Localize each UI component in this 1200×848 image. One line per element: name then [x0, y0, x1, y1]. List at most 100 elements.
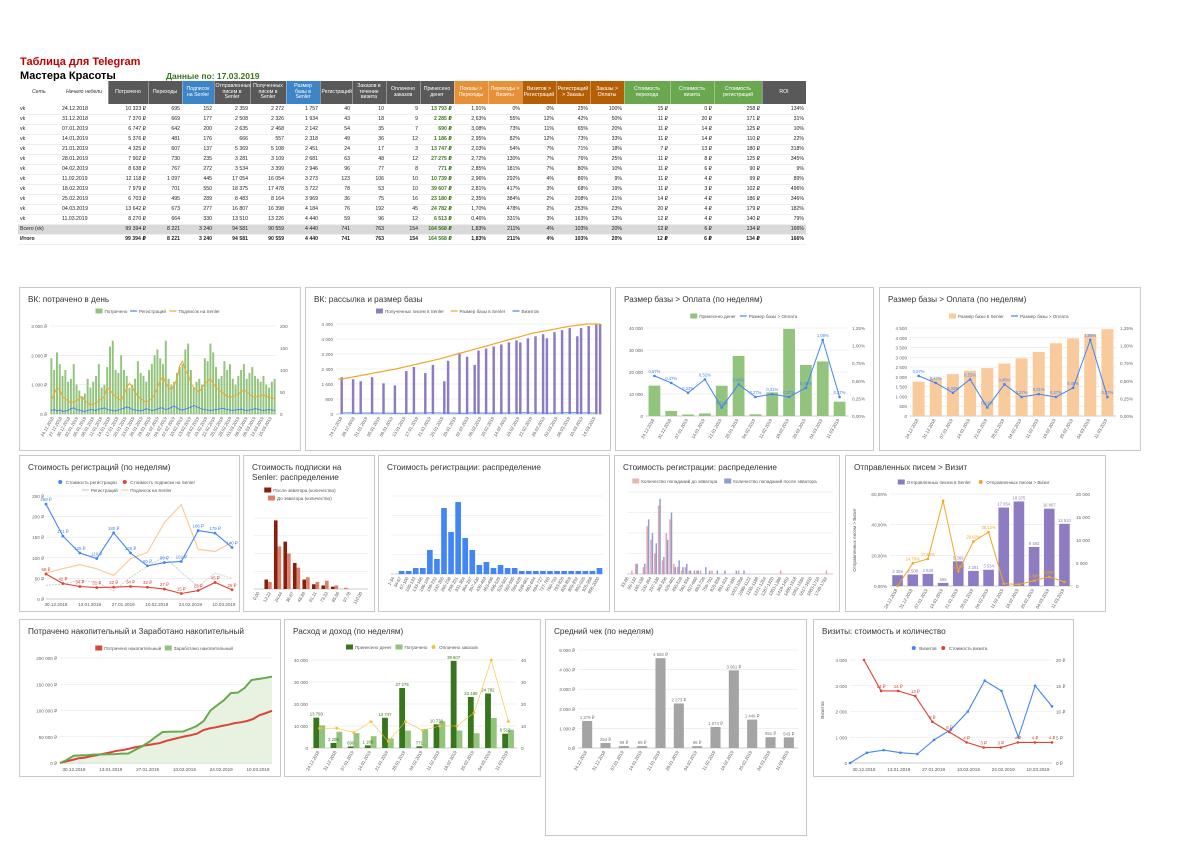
- column-header: Регистраций > Заказы: [556, 81, 591, 104]
- table-cell: 154: [386, 224, 420, 235]
- table-cell: 130%: [488, 154, 522, 165]
- series-line-point: [251, 408, 253, 411]
- axis-tick-label: 0: [521, 746, 524, 751]
- axis-tick-label: 18.02.2019: [1041, 418, 1057, 440]
- chart-visits: Визитов Стоимость визита 0 1 000 2 000 3 000 4…: [820, 646, 1065, 772]
- axis-tick-label: 3 200: [322, 352, 334, 357]
- chart-card-base-payment-size: Размер базы > Оплата (по неделям) Размер…: [879, 287, 1141, 451]
- data-label: 2 635: [923, 568, 934, 573]
- legend-label: Размер базы в Senler: [460, 309, 506, 314]
- chart-title: Стоимость регистраций (по неделям): [28, 463, 171, 472]
- legend-label: Полученных писем в Senler: [385, 309, 444, 314]
- series-line-point: [1050, 741, 1054, 744]
- table-cell: 99 ₽: [714, 174, 762, 185]
- axis-tick-label: 4 000: [836, 658, 848, 663]
- axis-tick-label: 1,00%: [852, 344, 865, 349]
- bar: [405, 571, 412, 574]
- series-line-point: [64, 410, 67, 412]
- bar: [173, 381, 176, 414]
- series-line-point: [1017, 583, 1021, 586]
- axis-tick-label: 0: [330, 412, 333, 417]
- table-cell: 20%: [590, 124, 624, 135]
- series-line-point: [196, 589, 200, 592]
- axis-tick-label: 0,75%: [852, 361, 865, 366]
- legend-swatch: [690, 313, 698, 319]
- axis-tick-label: 500: [899, 404, 907, 409]
- bar: [473, 733, 480, 748]
- table-cell: 14 ₽: [624, 194, 670, 205]
- axis-tick-label: 2 000 ₽: [559, 707, 575, 712]
- table-cell: 3 240: [182, 234, 214, 245]
- data-label: 2 359: [892, 569, 903, 574]
- series-line-point: [220, 407, 223, 409]
- legend-label: Стоимость визита: [949, 646, 988, 651]
- bar: [95, 375, 98, 414]
- axis-tick-label: 13.01.2019: [99, 767, 122, 772]
- series-line-point: [179, 408, 181, 411]
- axis-tick-label: 2 400: [322, 367, 334, 372]
- legend-label: Отправленных писем > Визит: [986, 480, 1050, 485]
- bar: [678, 560, 680, 574]
- table-cell: 103%: [556, 224, 590, 235]
- series-line-point: [95, 557, 99, 560]
- bar: [159, 358, 162, 414]
- table-cell: 4%: [522, 234, 556, 245]
- table-cell: 25%: [590, 154, 624, 165]
- data-label: 27 275: [396, 682, 410, 687]
- bar: [907, 574, 919, 586]
- data-label: 29,02%: [966, 535, 980, 540]
- axis-tick-label: 1 000 ₽: [31, 383, 47, 388]
- column-header: Сеть: [18, 81, 61, 104]
- table-cell: 7%: [522, 154, 556, 165]
- series-line-point: [804, 386, 808, 390]
- data-label: 180 ₽: [108, 526, 120, 531]
- axis-tick-label: 11.03.2019: [494, 750, 509, 772]
- bar: [766, 392, 779, 416]
- table-cell: 12 ₽: [624, 224, 670, 235]
- table-cell: Итого: [18, 234, 60, 245]
- table-cell: 2,95%: [454, 134, 488, 145]
- bar: [195, 381, 198, 414]
- table-cell: 741: [320, 234, 352, 245]
- bar: [477, 350, 480, 414]
- series-line-point: [187, 407, 189, 409]
- bar: [330, 742, 337, 748]
- series-line-point: [153, 409, 156, 411]
- bar: [929, 378, 942, 416]
- table-cell: 7 ₽: [624, 144, 670, 155]
- series-line-point: [151, 409, 153, 412]
- bar: [109, 346, 111, 414]
- table-cell: 1,91%: [454, 104, 488, 115]
- bar: [983, 569, 994, 586]
- data-label: 23 180: [464, 691, 478, 696]
- bar: [587, 326, 590, 414]
- axis-tick-label: 24.12.2018: [573, 750, 589, 772]
- table-cell: 2 142: [286, 124, 320, 135]
- axis-tick-label: 11.02.2019: [989, 588, 1004, 610]
- chart-title: Визиты: стоимость и количество: [822, 627, 946, 636]
- chart-card-base-payment-income: Размер базы > Оплата (по неделям) Принес…: [615, 287, 874, 451]
- bar: [673, 563, 675, 574]
- table-cell: 8 221: [148, 224, 182, 235]
- series-line-point: [259, 409, 262, 411]
- column-header: Заказы > Оплаты: [590, 81, 625, 104]
- series-line-point: [455, 724, 459, 728]
- bar: [553, 332, 556, 414]
- axis-tick-label: 10.03.2019: [1027, 767, 1050, 772]
- data-label: 110 ₽: [91, 552, 102, 557]
- table-cell: 664: [148, 214, 182, 225]
- bar: [53, 370, 56, 414]
- bar: [117, 372, 120, 414]
- table-cell: 2 946: [286, 164, 320, 175]
- data-label: 102 ₽: [176, 554, 188, 559]
- table-cell: 4 440: [286, 214, 320, 225]
- bar: [1015, 358, 1028, 416]
- table-cell: 82%: [488, 134, 522, 145]
- table-cell: 14 ₽: [670, 124, 714, 135]
- table-row: vk 07.01.2019 6 747 ₽642 200 2 635 2 468 2 142…: [18, 124, 806, 135]
- table-row: vk 24.12.2018 10 323 ₽695 152 2 359 2 272 1 75…: [18, 104, 806, 115]
- bar: [92, 381, 95, 414]
- table-cell: vk: [18, 154, 60, 165]
- bar: [72, 364, 75, 414]
- series-line-point: [386, 740, 390, 743]
